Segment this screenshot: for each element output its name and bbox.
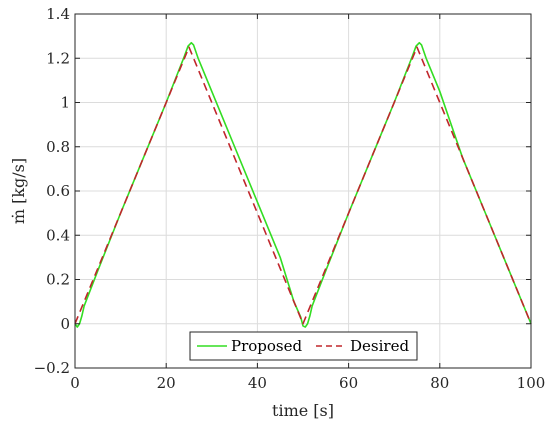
y-tick-label: 0.6 — [46, 182, 70, 200]
y-tick-label: 0 — [60, 315, 70, 333]
legend-label-desired: Desired — [350, 337, 409, 355]
x-tick-label: 80 — [430, 374, 449, 392]
x-tick-label: 0 — [70, 374, 80, 392]
series-layer — [74, 41, 532, 328]
y-tick-label: 0.8 — [46, 138, 70, 156]
x-tick-label: 100 — [517, 374, 546, 392]
x-tick-label: 20 — [157, 374, 176, 392]
y-tick-label: 0.4 — [46, 226, 70, 244]
x-axis-ticks: 0 20 40 60 80 100 — [70, 14, 545, 392]
y-tick-label: 0.2 — [46, 271, 70, 289]
x-tick-label: 40 — [248, 374, 267, 392]
legend-box — [189, 331, 418, 361]
x-axis-label: time [s] — [272, 401, 334, 420]
y-tick-label: 1.2 — [46, 49, 70, 67]
legend: Proposed Desired — [189, 331, 418, 361]
y-tick-label: 1 — [60, 94, 70, 112]
x-tick-label: 60 — [339, 374, 358, 392]
legend-label-proposed: Proposed — [231, 337, 303, 355]
y-tick-label: −0.2 — [34, 359, 70, 377]
y-axis-ticks: −0.2 0 0.2 0.4 0.6 0.8 1 1.2 1.4 — [34, 5, 531, 377]
series-line-desired — [74, 46, 532, 325]
y-axis-label: ṁ [kg/s] — [9, 158, 28, 224]
y-tick-label: 1.4 — [46, 5, 70, 23]
